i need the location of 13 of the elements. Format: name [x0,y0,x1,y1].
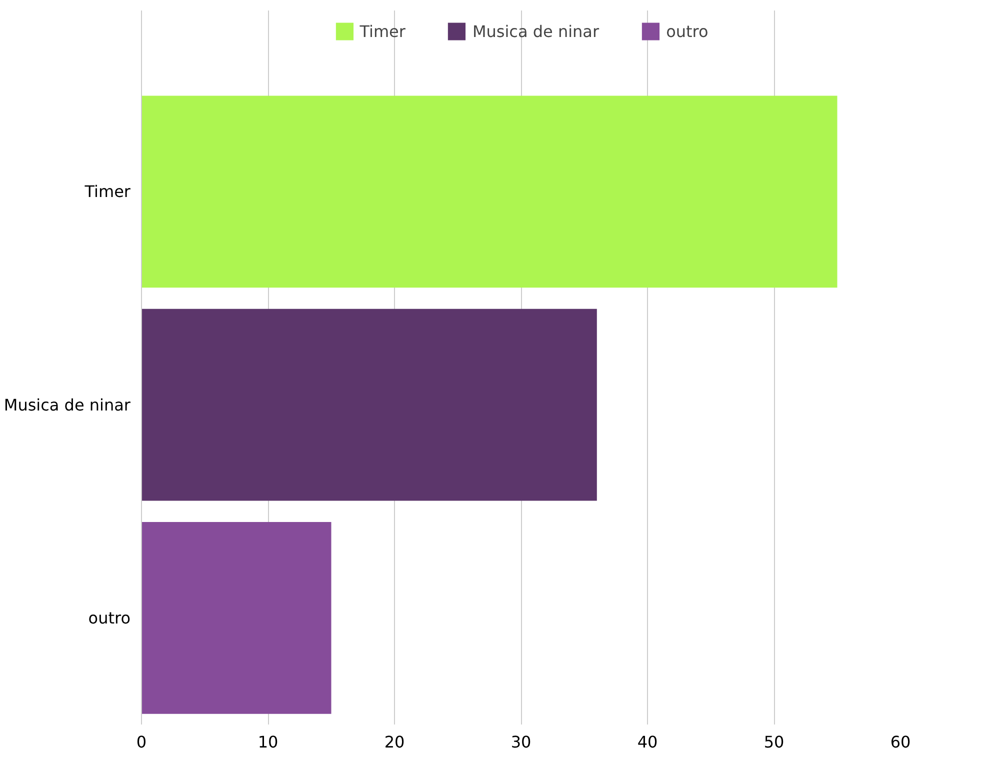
legend-label: Musica de ninar [472,22,600,40]
y-tick-label: Timer [84,182,131,202]
legend-label: outro [666,22,708,40]
x-tick-label: 40 [637,732,658,752]
x-tick-label: 50 [764,732,784,752]
x-tick-label: 10 [258,732,278,752]
legend-label: Timer [360,22,406,40]
x-tick-label: 60 [890,732,911,752]
x-tick-label: 20 [384,732,405,752]
y-tick-label: Musica de ninar [4,395,131,414]
y-tick-label: outro [88,608,130,628]
x-tick-label: 0 [136,732,147,752]
x-tick-label: 30 [510,732,532,752]
